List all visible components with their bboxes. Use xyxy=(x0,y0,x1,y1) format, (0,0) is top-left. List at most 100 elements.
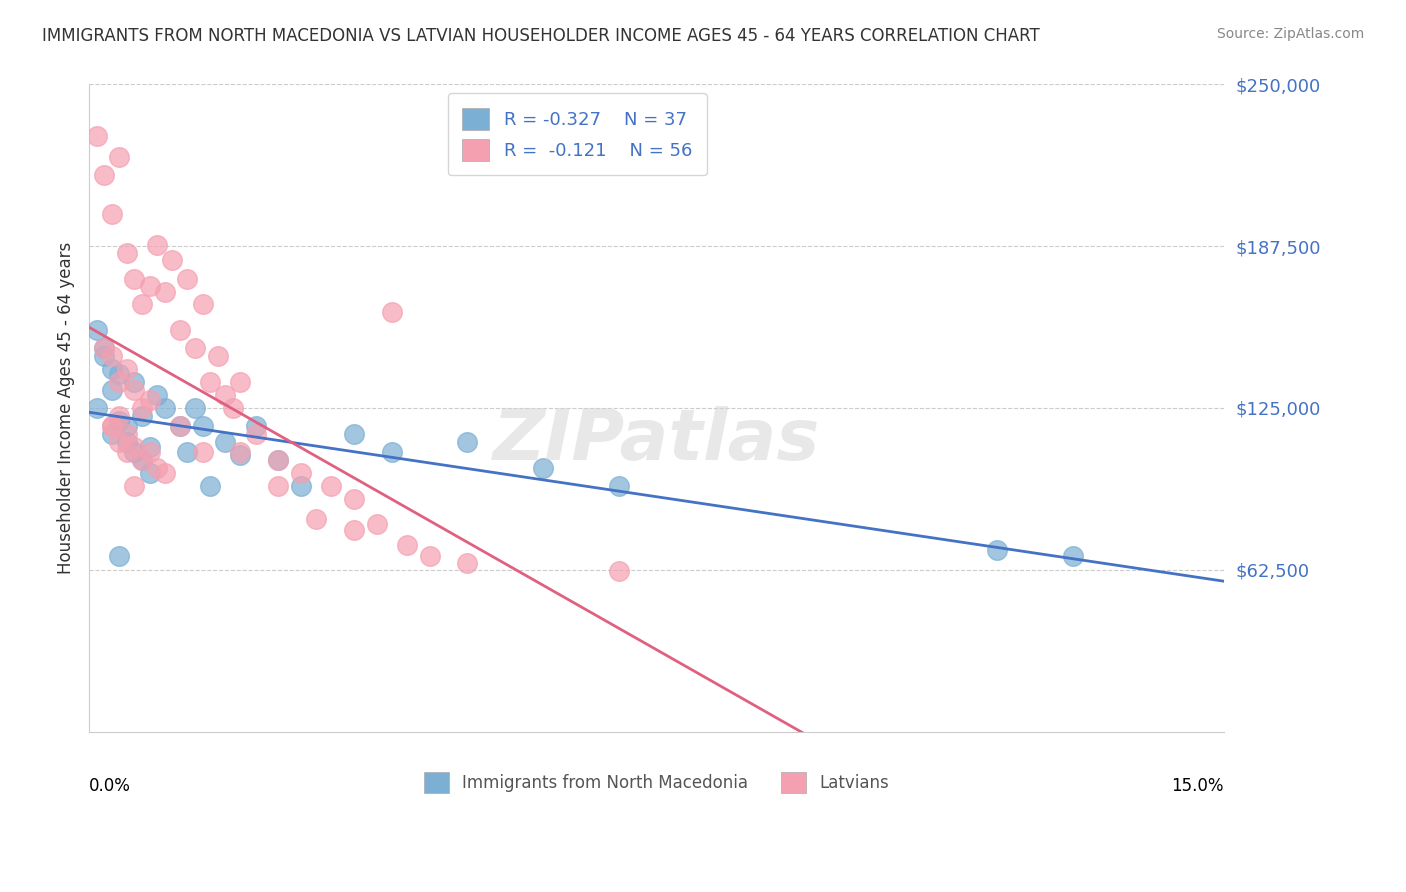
Point xyxy=(321,478,343,492)
Point xyxy=(184,401,207,415)
Point xyxy=(162,253,184,268)
Point xyxy=(146,388,169,402)
Point xyxy=(124,271,146,285)
Point xyxy=(456,557,478,571)
Point xyxy=(191,297,214,311)
Point xyxy=(124,440,146,454)
Point xyxy=(381,445,404,459)
Point xyxy=(153,285,176,299)
Text: ZIPatlas: ZIPatlas xyxy=(494,406,820,475)
Point xyxy=(191,419,214,434)
Legend: Immigrants from North Macedonia, Latvians: Immigrants from North Macedonia, Latvian… xyxy=(415,764,898,801)
Point xyxy=(108,375,131,389)
Point xyxy=(93,168,115,182)
Point xyxy=(290,466,312,480)
Point xyxy=(146,238,169,252)
Point xyxy=(986,543,1008,558)
Point xyxy=(100,349,122,363)
Point xyxy=(229,448,252,462)
Point xyxy=(290,478,312,492)
Point xyxy=(100,383,122,397)
Point xyxy=(245,419,267,434)
Point xyxy=(115,362,138,376)
Point xyxy=(93,342,115,356)
Point xyxy=(131,452,153,467)
Text: 0.0%: 0.0% xyxy=(89,777,131,795)
Point xyxy=(153,466,176,480)
Point xyxy=(245,426,267,441)
Point xyxy=(267,478,290,492)
Point xyxy=(108,368,131,382)
Y-axis label: Householder Income Ages 45 - 64 years: Householder Income Ages 45 - 64 years xyxy=(58,242,75,574)
Point xyxy=(115,434,138,449)
Point xyxy=(138,466,160,480)
Text: 15.0%: 15.0% xyxy=(1171,777,1225,795)
Point xyxy=(153,401,176,415)
Point xyxy=(108,414,131,428)
Point xyxy=(108,409,131,423)
Point xyxy=(343,523,366,537)
Point xyxy=(169,419,191,434)
Point xyxy=(124,445,146,459)
Point xyxy=(86,323,108,337)
Point xyxy=(267,452,290,467)
Point xyxy=(108,150,131,164)
Point xyxy=(198,478,221,492)
Point xyxy=(131,452,153,467)
Point xyxy=(138,393,160,408)
Point xyxy=(207,349,229,363)
Point xyxy=(115,426,138,441)
Point xyxy=(100,419,122,434)
Text: Source: ZipAtlas.com: Source: ZipAtlas.com xyxy=(1216,27,1364,41)
Point xyxy=(191,445,214,459)
Point xyxy=(1062,549,1084,563)
Point xyxy=(214,388,236,402)
Point xyxy=(184,342,207,356)
Point xyxy=(305,512,328,526)
Point xyxy=(607,478,630,492)
Point xyxy=(93,349,115,363)
Point xyxy=(419,549,441,563)
Point xyxy=(100,362,122,376)
Point xyxy=(229,375,252,389)
Point xyxy=(131,297,153,311)
Point xyxy=(131,409,153,423)
Point xyxy=(366,517,388,532)
Point xyxy=(124,375,146,389)
Point xyxy=(214,434,236,449)
Point xyxy=(115,419,138,434)
Point xyxy=(124,383,146,397)
Point xyxy=(222,401,245,415)
Point xyxy=(115,245,138,260)
Point xyxy=(381,305,404,319)
Text: IMMIGRANTS FROM NORTH MACEDONIA VS LATVIAN HOUSEHOLDER INCOME AGES 45 - 64 YEARS: IMMIGRANTS FROM NORTH MACEDONIA VS LATVI… xyxy=(42,27,1040,45)
Point xyxy=(108,549,131,563)
Point xyxy=(176,445,198,459)
Point xyxy=(267,452,290,467)
Point xyxy=(169,419,191,434)
Point xyxy=(343,426,366,441)
Point xyxy=(115,445,138,459)
Point xyxy=(176,271,198,285)
Point xyxy=(93,342,115,356)
Point xyxy=(86,401,108,415)
Point xyxy=(456,434,478,449)
Point xyxy=(138,445,160,459)
Point xyxy=(100,419,122,434)
Point xyxy=(138,440,160,454)
Point xyxy=(100,426,122,441)
Point xyxy=(229,445,252,459)
Point xyxy=(343,491,366,506)
Point xyxy=(395,538,418,552)
Point xyxy=(607,564,630,578)
Point xyxy=(131,401,153,415)
Point xyxy=(100,207,122,221)
Point xyxy=(146,460,169,475)
Point xyxy=(124,478,146,492)
Point xyxy=(108,434,131,449)
Point xyxy=(86,129,108,144)
Point xyxy=(198,375,221,389)
Point xyxy=(138,279,160,293)
Point xyxy=(531,460,554,475)
Point xyxy=(169,323,191,337)
